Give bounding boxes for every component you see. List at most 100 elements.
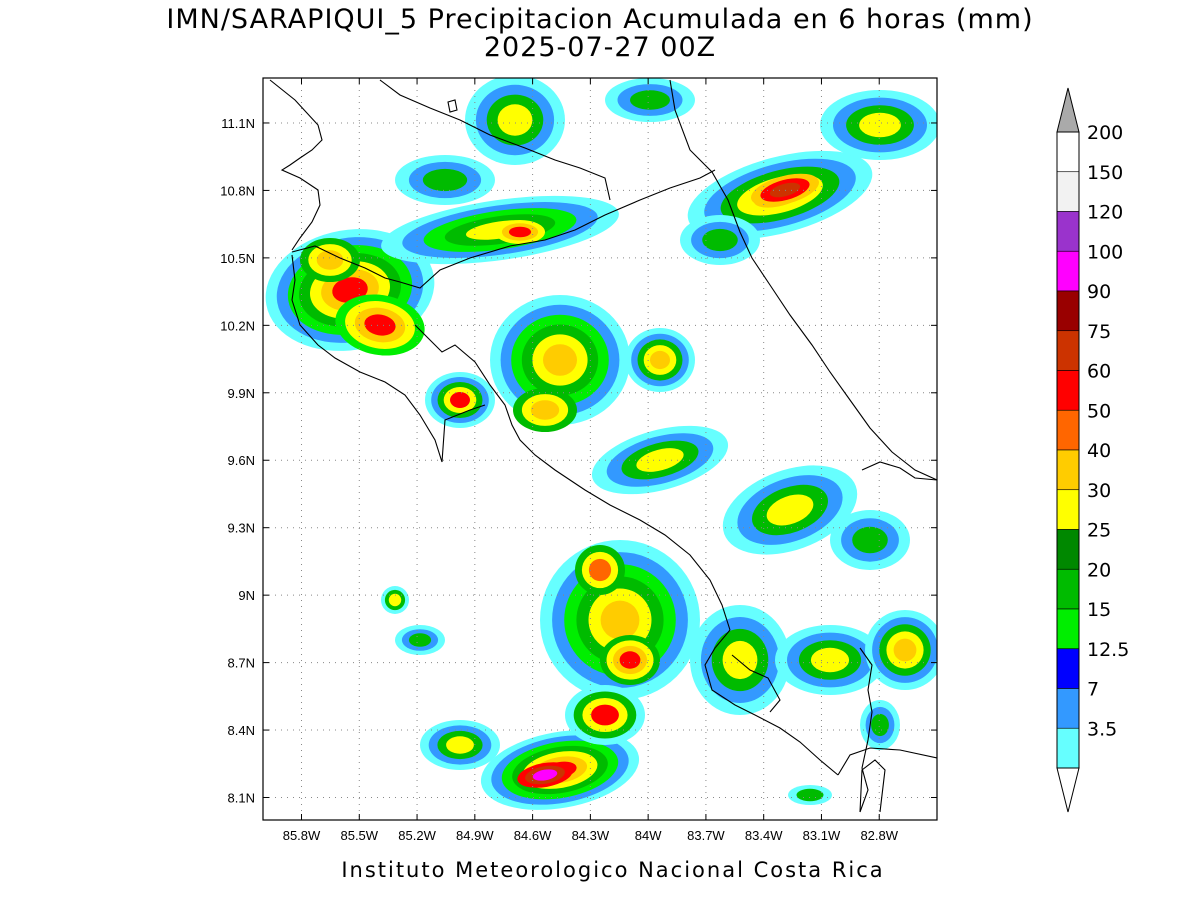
burica-peninsula bbox=[859, 759, 886, 813]
lat-tick-label: 11.1N bbox=[221, 116, 255, 131]
colorbar-legend: 200 150 120 100 90 75 60 50 40 30 25 20 15 12.5 7 3.5 bbox=[1056, 87, 1129, 813]
colorbar-swatch bbox=[1056, 648, 1080, 689]
colorbar-swatch bbox=[1056, 211, 1080, 252]
nicaragua-costarica-border bbox=[291, 169, 716, 289]
colorbar-over-arrow bbox=[1056, 87, 1080, 133]
precip-contour bbox=[532, 769, 558, 781]
precip-contour bbox=[388, 593, 402, 607]
colorbar-swatch bbox=[1056, 131, 1080, 173]
coastline-borders bbox=[269, 79, 937, 813]
colorbar-swatch bbox=[1056, 370, 1080, 411]
colorbar-level-label: 150 bbox=[1087, 162, 1123, 184]
caribbean-coastline bbox=[669, 79, 937, 481]
latitude-axis: 11.1N 10.8N 10.5N 10.2N 9.9N 9.6N 9.3N 9N 8.7N 8.… bbox=[220, 116, 937, 806]
colorbar-swatch bbox=[1056, 330, 1080, 371]
colorbar-level-label: 40 bbox=[1087, 440, 1111, 462]
nicaragua-coastline bbox=[269, 79, 323, 251]
precip-contour bbox=[422, 168, 468, 192]
lat-tick-label: 10.5N bbox=[220, 251, 255, 266]
colorbar-level-label: 60 bbox=[1087, 361, 1111, 383]
panama-border-north bbox=[861, 461, 937, 481]
osa-peninsula bbox=[731, 654, 781, 713]
chart-subtitle-date: 2025-07-27 00Z bbox=[483, 32, 717, 63]
colorbar-level-label: 50 bbox=[1087, 400, 1111, 422]
precip-contour bbox=[450, 392, 470, 408]
colorbar-swatch bbox=[1056, 529, 1080, 570]
precip-contour bbox=[810, 647, 850, 673]
longitude-axis: 85.8W 85.5W 85.2W 84.9W 84.6W 84.3W 84W 83.7W 83… bbox=[283, 78, 899, 843]
colorbar-swatch bbox=[1056, 727, 1080, 769]
colorbar-level-label: 3.5 bbox=[1087, 718, 1117, 740]
colorbar-level-label: 15 bbox=[1087, 599, 1111, 621]
colorbar-level-label: 30 bbox=[1087, 480, 1111, 502]
colorbar-swatch bbox=[1056, 409, 1080, 451]
colorbar-swatch bbox=[1056, 171, 1080, 212]
precip-contour bbox=[893, 638, 917, 662]
colorbar-level-label: 120 bbox=[1087, 202, 1123, 224]
graticule-grid bbox=[263, 78, 937, 820]
colorbar-under-arrow bbox=[1056, 767, 1080, 813]
precip-contour bbox=[543, 344, 577, 376]
precip-contour bbox=[591, 704, 619, 726]
lon-tick-label: 83.4W bbox=[745, 828, 783, 843]
map-frame bbox=[262, 77, 938, 821]
colorbar-level-label: 100 bbox=[1087, 241, 1123, 263]
precip-contour bbox=[871, 713, 889, 737]
lon-tick-label: 84.9W bbox=[456, 828, 494, 843]
lat-tick-label: 10.2N bbox=[220, 318, 255, 333]
lat-tick-label: 8.1N bbox=[228, 791, 255, 806]
lat-tick-label: 8.4N bbox=[228, 723, 255, 738]
costarica-panama-border-south bbox=[859, 647, 873, 813]
pacific-coast-south bbox=[704, 629, 839, 776]
precip-contour bbox=[316, 250, 344, 270]
precip-contour bbox=[530, 400, 560, 420]
precip-contour bbox=[508, 226, 532, 238]
lon-tick-label: 84W bbox=[635, 828, 662, 843]
lat-tick-label: 9N bbox=[238, 588, 255, 603]
colorbar-level-label: 75 bbox=[1087, 321, 1111, 343]
precip-contour bbox=[702, 228, 738, 252]
chart-title: IMN/SARAPIQUI_5 Precipitacion Acumulada … bbox=[166, 4, 1034, 35]
precip-contour bbox=[408, 633, 432, 647]
lon-tick-label: 83.7W bbox=[687, 828, 725, 843]
lat-tick-label: 9.6N bbox=[228, 453, 255, 468]
colorbar-swatch bbox=[1056, 250, 1080, 292]
lat-tick-label: 9.9N bbox=[228, 386, 255, 401]
colorbar-swatch bbox=[1056, 608, 1080, 650]
precip-contour bbox=[630, 90, 670, 110]
lat-tick-label: 8.7N bbox=[228, 656, 255, 671]
colorbar-swatch bbox=[1056, 290, 1080, 332]
precip-contour bbox=[364, 314, 396, 336]
colorbar-level-label: 12.5 bbox=[1087, 639, 1129, 661]
precip-contour bbox=[446, 736, 474, 754]
precip-contour bbox=[796, 788, 824, 802]
lon-tick-label: 82.8W bbox=[860, 828, 898, 843]
precip-contour bbox=[722, 640, 758, 680]
lat-tick-label: 10.8N bbox=[220, 183, 255, 198]
colorbar-level-label: 90 bbox=[1087, 281, 1111, 303]
colorbar-swatch bbox=[1056, 489, 1080, 530]
colorbar-level-label: 7 bbox=[1087, 679, 1099, 701]
precip-contour bbox=[852, 526, 888, 554]
colorbar-level-label: 20 bbox=[1087, 559, 1111, 581]
precip-contour bbox=[600, 600, 640, 640]
gulf-of-nicoya bbox=[414, 324, 731, 631]
lon-tick-label: 84.6W bbox=[514, 828, 552, 843]
colorbar-level-label: 25 bbox=[1087, 520, 1111, 542]
precip-contour bbox=[497, 104, 533, 136]
lat-tick-label: 9.3N bbox=[228, 521, 255, 536]
precip-contour bbox=[588, 558, 612, 582]
lake-island bbox=[447, 99, 458, 113]
colorbar-frame bbox=[1056, 131, 1080, 769]
colorbar-swatch bbox=[1056, 568, 1080, 610]
precip-contour bbox=[619, 651, 641, 669]
nicoya-peninsula bbox=[291, 254, 486, 463]
colorbar-swatch bbox=[1056, 688, 1080, 729]
precip-contour bbox=[650, 350, 670, 370]
lon-tick-label: 85.2W bbox=[398, 828, 436, 843]
precip-contour bbox=[766, 494, 814, 526]
colorbar-swatch bbox=[1056, 449, 1080, 491]
lon-tick-label: 85.8W bbox=[283, 828, 321, 843]
precip-contour bbox=[859, 112, 901, 138]
